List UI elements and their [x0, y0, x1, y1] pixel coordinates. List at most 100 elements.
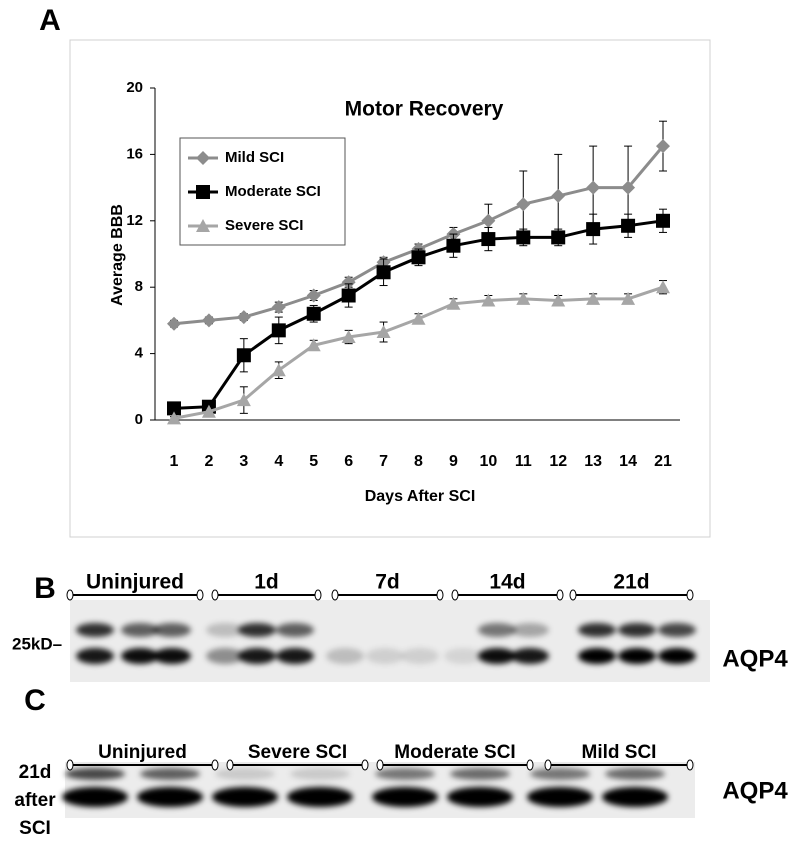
- side-label: SCI: [19, 818, 51, 839]
- marker: [551, 293, 566, 307]
- legend-marker: [196, 219, 210, 232]
- marker: [411, 311, 426, 325]
- band: [62, 787, 128, 807]
- band: [618, 648, 656, 664]
- band: [444, 648, 482, 664]
- protein-label: AQP4: [722, 645, 788, 672]
- bracket-end: [211, 759, 219, 771]
- bracket-end: [226, 759, 234, 771]
- y-tick-label: 0: [135, 411, 143, 428]
- marker: [551, 230, 566, 245]
- legend-label: Moderate SCI: [225, 183, 321, 200]
- marker: [621, 218, 636, 233]
- band: [287, 787, 353, 807]
- marker: [167, 411, 181, 425]
- legend-marker: [196, 185, 210, 199]
- x-tick-label: 14: [619, 453, 637, 470]
- marker: [481, 293, 496, 307]
- bracket-end: [66, 589, 74, 601]
- marker: [341, 330, 356, 343]
- x-tick-label: 1: [170, 453, 179, 470]
- marker: [236, 393, 251, 407]
- band: [238, 623, 276, 637]
- band: [602, 787, 668, 807]
- marker: [167, 401, 181, 416]
- marker: [376, 325, 391, 339]
- y-tick-label: 12: [126, 212, 143, 229]
- lane-label: 1d: [254, 571, 279, 594]
- band: [206, 623, 244, 637]
- marker: [446, 296, 461, 310]
- marker: [341, 275, 356, 290]
- panel-label: B: [34, 572, 56, 605]
- marker: [516, 230, 531, 245]
- marker: [516, 291, 531, 305]
- marker: [376, 265, 391, 280]
- marker: [586, 180, 601, 195]
- marker: [621, 180, 636, 195]
- x-tick-label: 8: [414, 453, 423, 470]
- band: [478, 623, 516, 637]
- bracket-end: [686, 589, 694, 601]
- band: [578, 648, 616, 664]
- band: [238, 648, 276, 664]
- band: [478, 648, 516, 664]
- marker: [656, 213, 670, 228]
- band: [450, 768, 510, 780]
- marker: [236, 310, 251, 325]
- bracket-end: [211, 589, 219, 601]
- bracket-end: [544, 759, 552, 771]
- marker: [306, 306, 321, 321]
- marker: [656, 280, 670, 294]
- bracket-end: [436, 589, 444, 601]
- chart-frame: [69, 39, 711, 538]
- marker: [306, 338, 321, 352]
- band: [511, 623, 549, 637]
- band: [605, 768, 665, 780]
- size-marker: 25kD–: [12, 634, 62, 653]
- y-tick-label: 8: [135, 278, 143, 295]
- band: [658, 648, 696, 664]
- x-tick-label: 6: [344, 453, 353, 470]
- lane-label: Mild SCI: [582, 742, 657, 763]
- band: [618, 623, 656, 637]
- bracket-end: [376, 759, 384, 771]
- band: [530, 768, 590, 780]
- band: [137, 787, 203, 807]
- x-tick-label: 2: [204, 453, 213, 470]
- legend-label: Mild SCI: [225, 149, 284, 166]
- x-tick-label: 4: [274, 453, 283, 470]
- bracket-end: [556, 589, 564, 601]
- y-tick-label: 4: [135, 345, 144, 362]
- blot-bands: [76, 623, 696, 664]
- band: [276, 623, 314, 637]
- marker: [236, 348, 251, 363]
- marker: [516, 197, 531, 212]
- x-tick-label: 7: [379, 453, 388, 470]
- band: [326, 648, 364, 664]
- x-tick-label: 21: [654, 453, 672, 470]
- x-tick-label: 13: [584, 453, 602, 470]
- band: [276, 648, 314, 664]
- lane-label: Uninjured: [86, 571, 184, 594]
- lane-label: Uninjured: [98, 742, 187, 763]
- x-axis-label: Days After SCI: [365, 488, 476, 505]
- band: [658, 623, 696, 637]
- band: [206, 648, 244, 664]
- bracket-end: [569, 589, 577, 601]
- y-tick-label: 20: [126, 79, 143, 96]
- legend-marker: [196, 151, 210, 165]
- band: [366, 648, 404, 664]
- bracket-end: [361, 759, 369, 771]
- marker: [271, 300, 286, 315]
- marker: [271, 363, 286, 377]
- marker: [201, 404, 216, 418]
- bracket-end: [331, 589, 339, 601]
- bracket-end: [314, 589, 322, 601]
- band: [215, 768, 275, 780]
- side-label: 21d: [19, 762, 52, 783]
- x-tick-label: 12: [549, 453, 567, 470]
- marker: [481, 213, 496, 228]
- lane-label: Moderate SCI: [394, 742, 515, 763]
